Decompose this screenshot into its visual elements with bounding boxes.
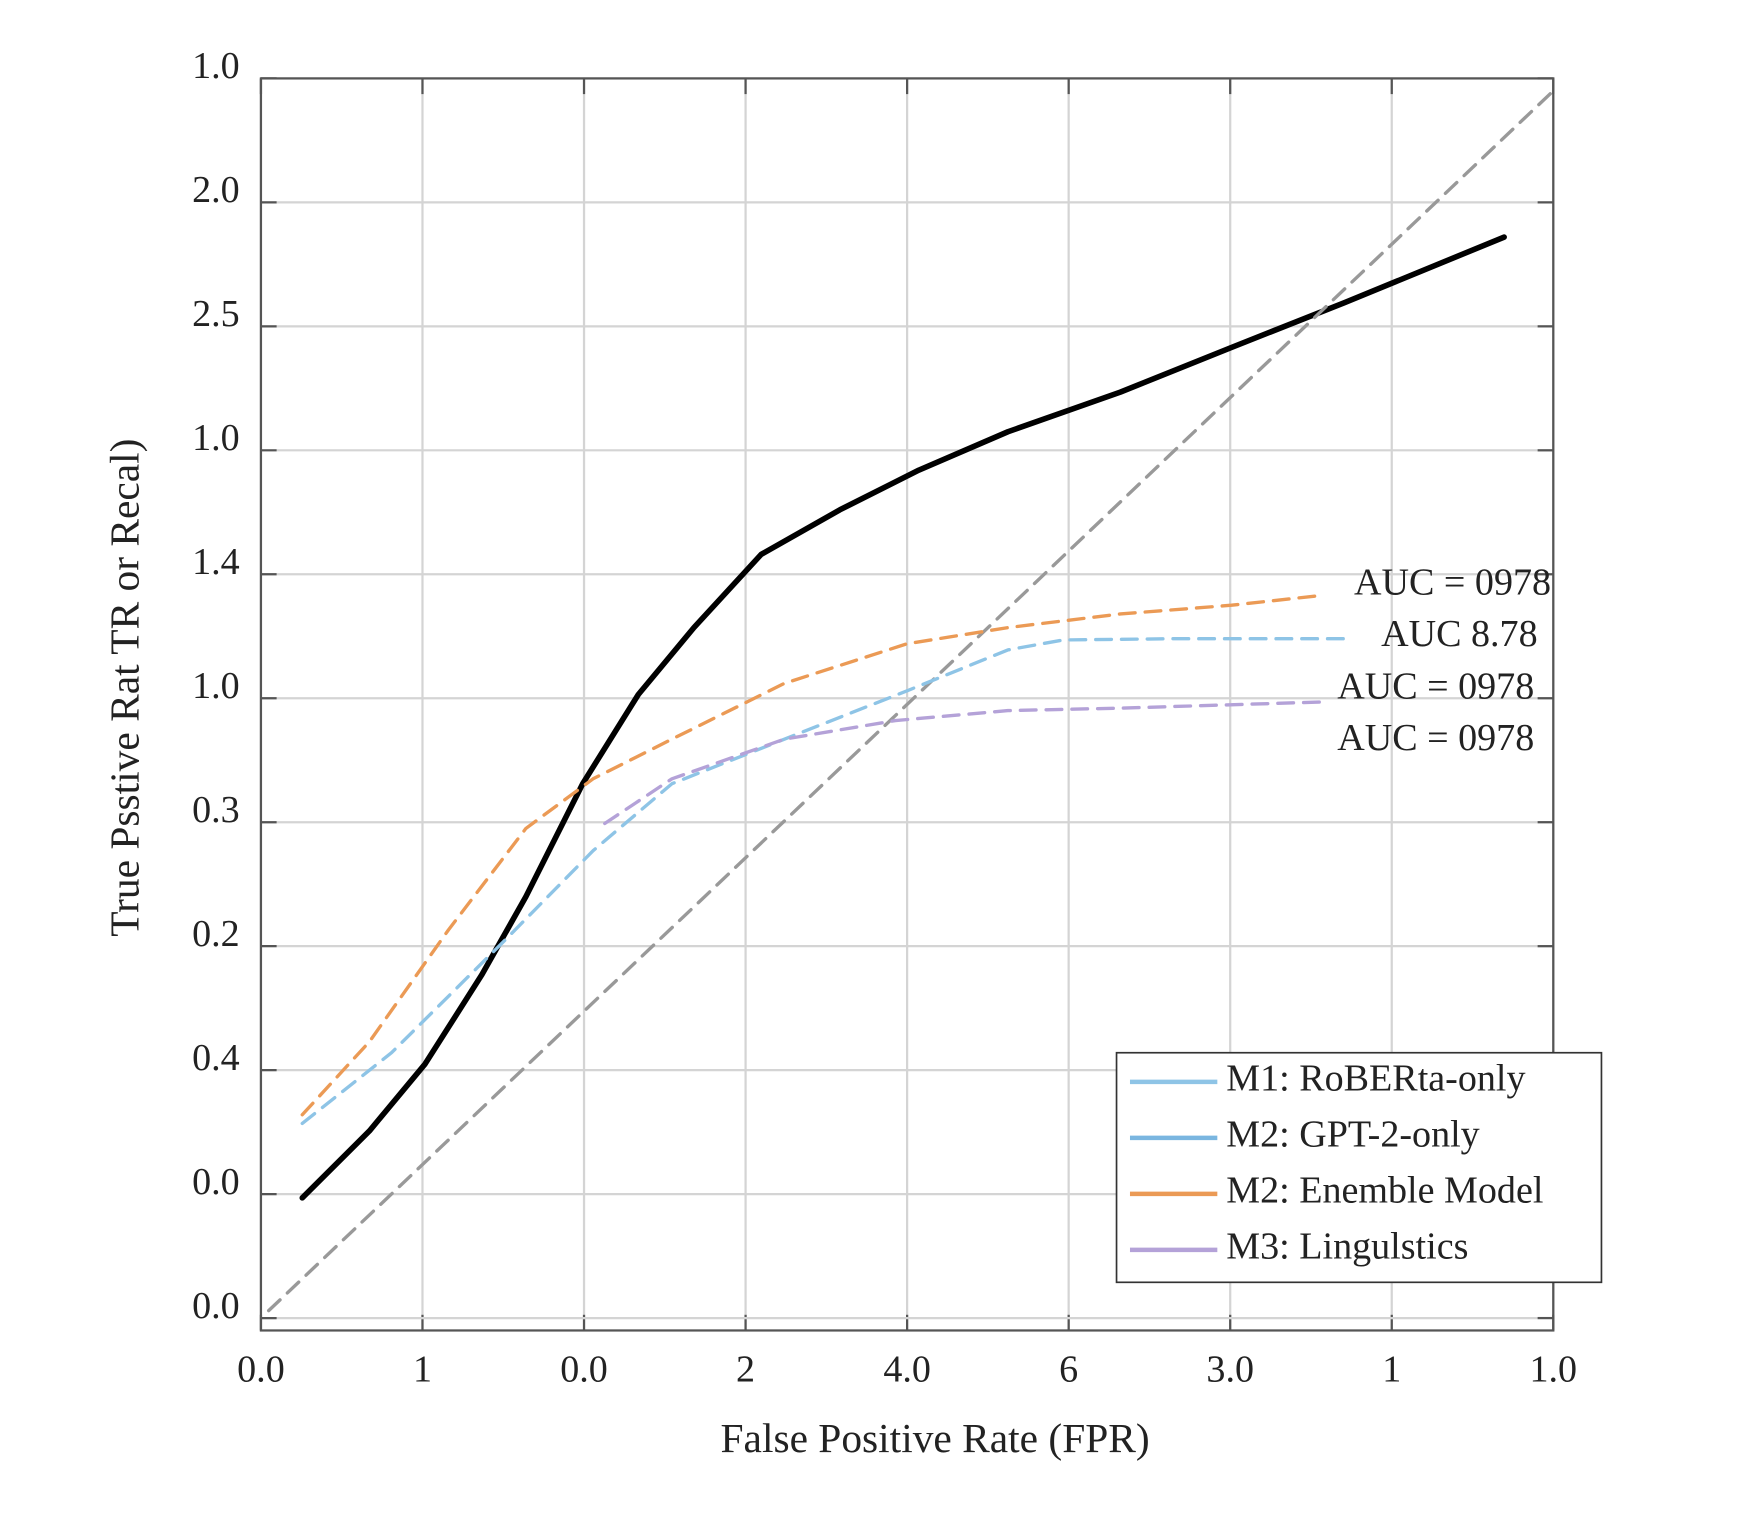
legend-label: M1: RoBERta-only [1226,1058,1525,1100]
legend-label: M3: Lingulstics [1226,1226,1468,1268]
x-tick-label: 0.0 [237,1349,285,1391]
auc-annotation: AUC = 0978 [1337,717,1534,759]
legend-label: M2: GPT-2-only [1226,1114,1479,1156]
y-tick-label: 0.2 [192,913,240,955]
plot-frame [259,77,1555,1332]
y-tick-label: 2.0 [192,169,240,211]
y-tick-label: 1.4 [192,541,240,583]
x-tick-label: 6 [1059,1349,1078,1391]
y-tick-label: 0.3 [192,789,240,831]
y-tick-label: 1.0 [192,665,240,707]
roc-curve [300,637,1351,1126]
roc-curve [299,234,1507,1201]
roc-curve [603,700,1324,826]
roc-curve [300,593,1324,1117]
x-tick-label: 4.0 [883,1349,931,1391]
y-tick-label: 2.5 [192,293,240,335]
auc-annotation: AUC 8.78 [1381,613,1538,655]
y-tick-label: 1.0 [192,417,240,459]
y-tick-label: 0.0 [192,1161,240,1203]
y-axis-label: True Psstive Rat TR or Recal) [101,439,148,937]
x-axis-label: False Positive Rate (FPR) [721,1415,1150,1462]
legend-label: M2: Enemble Model [1226,1170,1543,1212]
x-tick-label: 1 [413,1349,432,1391]
auc-annotation: AUC = 0978 [1337,666,1534,708]
x-tick-label: 0.0 [560,1349,608,1391]
x-tick-label: 1.0 [1530,1349,1578,1391]
legend-box [1115,1051,1603,1284]
roc-curve [266,89,1555,1313]
y-tick-label: 0.0 [192,1285,240,1327]
x-tick-label: 2 [736,1349,755,1391]
y-tick-label: 0.4 [192,1037,240,1079]
x-tick-label: 3.0 [1206,1349,1254,1391]
y-tick-label: 1.0 [192,45,240,87]
x-tick-label: 1 [1382,1349,1401,1391]
auc-annotation: AUC = 0978 [1354,561,1551,603]
